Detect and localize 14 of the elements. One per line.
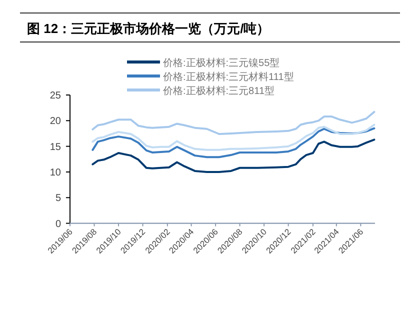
legend-label: 价格:正极材料:三元811型 <box>162 85 274 97</box>
legend-label: 价格:正极材料:三元材料111型 <box>162 71 294 83</box>
line-series <box>92 110 376 135</box>
y-tick-label: 5 <box>55 193 62 204</box>
line-series <box>92 127 376 158</box>
y-tick-label: 0 <box>55 218 62 230</box>
chart-title: 图 12：三元正极市场价格一览（万元/吨） <box>27 21 270 36</box>
y-tick-label: 15 <box>50 142 62 153</box>
y-tick-label: 20 <box>50 116 62 128</box>
line-series <box>92 124 376 151</box>
y-tick-label: 25 <box>50 90 62 102</box>
line-series <box>92 138 376 173</box>
y-tick-label: 10 <box>50 167 62 178</box>
legend-label: 价格:正极材料:三元镍55型 <box>162 57 280 69</box>
